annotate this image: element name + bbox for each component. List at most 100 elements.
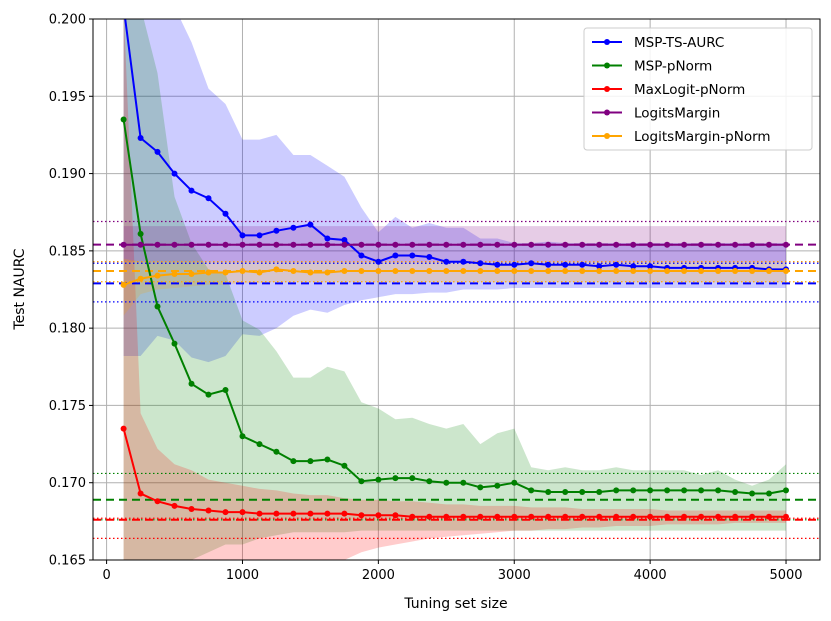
- data-point: [222, 509, 229, 516]
- data-point: [375, 512, 382, 519]
- data-point: [528, 513, 535, 520]
- data-point: [188, 271, 195, 277]
- confidence-band: [123, 19, 786, 560]
- data-point: [375, 476, 382, 483]
- data-point: [562, 489, 569, 495]
- data-point: [749, 241, 756, 248]
- data-point: [324, 510, 331, 517]
- data-point: [205, 391, 212, 398]
- data-point: [579, 268, 586, 274]
- data-point: [256, 510, 263, 517]
- data-point: [443, 513, 450, 520]
- data-point: [477, 241, 484, 248]
- confidence-band: [123, 19, 786, 363]
- data-point: [426, 241, 433, 248]
- data-point: [154, 498, 161, 505]
- data-point: [409, 513, 416, 520]
- data-point: [137, 241, 144, 248]
- data-point: [562, 241, 569, 248]
- data-point: [528, 241, 535, 248]
- data-point: [290, 268, 297, 274]
- data-point: [426, 268, 433, 274]
- data-point: [154, 241, 161, 248]
- data-point: [783, 241, 789, 248]
- x-tick-label: 0: [102, 568, 110, 583]
- data-point: [171, 502, 178, 509]
- data-point: [154, 272, 161, 279]
- data-point: [273, 241, 280, 248]
- data-point: [613, 513, 620, 520]
- data-point: [256, 441, 263, 448]
- data-point: [290, 224, 297, 231]
- data-point: [205, 195, 212, 202]
- data-point: [630, 513, 637, 520]
- data-point: [494, 268, 501, 274]
- data-point: [358, 252, 365, 259]
- data-point: [766, 241, 772, 248]
- data-point: [443, 258, 450, 265]
- legend-box: [583, 27, 813, 151]
- legend-entry-label: MSP-pNorm: [634, 59, 712, 75]
- data-point: [562, 261, 569, 268]
- data-point: [443, 479, 450, 486]
- legend: MSP-TS-AURC MSP-pNorm MaxLogit-pNorm Logits…: [583, 27, 813, 151]
- data-point: [477, 484, 484, 491]
- data-point: [222, 387, 229, 393]
- data-point: [613, 487, 620, 494]
- data-point: [766, 490, 772, 497]
- y-tick-label: 0.200: [49, 13, 86, 28]
- y-tick-label: 0.195: [49, 90, 86, 105]
- data-point: [392, 252, 399, 259]
- data-point: [239, 241, 246, 248]
- data-point: [664, 268, 671, 274]
- data-point: [681, 241, 688, 248]
- data-point: [766, 268, 772, 274]
- data-point: [596, 263, 603, 270]
- plot-frame: [92, 18, 821, 561]
- legend-entry-label: MSP-TS-AURC: [634, 35, 724, 51]
- data-point: [358, 268, 365, 274]
- data-point: [681, 487, 688, 494]
- data-point: [171, 340, 178, 347]
- data-point: [528, 260, 535, 267]
- data-point: [749, 513, 756, 520]
- data-point: [579, 261, 586, 268]
- data-point: [749, 490, 756, 497]
- data-point: [358, 241, 365, 248]
- x-tick-label: 4000: [634, 568, 667, 583]
- data-point: [545, 268, 552, 274]
- data-point: [375, 241, 382, 248]
- data-point: [596, 489, 603, 495]
- data-point: [324, 241, 331, 248]
- data-point: [409, 241, 416, 248]
- data-point: [120, 281, 127, 288]
- data-point: [698, 268, 705, 274]
- confidence-band: [123, 258, 787, 316]
- data-point: [647, 268, 654, 274]
- data-point: [307, 241, 314, 248]
- data-point: [647, 513, 654, 520]
- data-point: [341, 462, 348, 469]
- x-tick-label: 3000: [498, 568, 531, 583]
- series-line: [122, 119, 787, 495]
- data-point: [358, 512, 365, 519]
- data-point: [324, 269, 331, 276]
- data-point: [647, 241, 654, 248]
- data-point: [579, 241, 586, 248]
- data-point: [562, 268, 569, 274]
- data-point: [732, 513, 739, 520]
- data-point: [341, 237, 348, 243]
- data-point: [749, 268, 756, 274]
- data-point: [511, 268, 518, 274]
- data-point: [392, 512, 399, 519]
- data-point: [239, 509, 246, 516]
- data-point: [273, 448, 280, 455]
- legend-swatch-marker: [604, 133, 610, 139]
- y-tick-label: 0.190: [49, 167, 86, 182]
- data-point: [358, 478, 365, 485]
- data-point: [375, 268, 382, 274]
- data-point: [341, 268, 348, 274]
- data-point: [477, 268, 484, 274]
- data-point: [120, 425, 127, 432]
- data-point: [511, 241, 518, 248]
